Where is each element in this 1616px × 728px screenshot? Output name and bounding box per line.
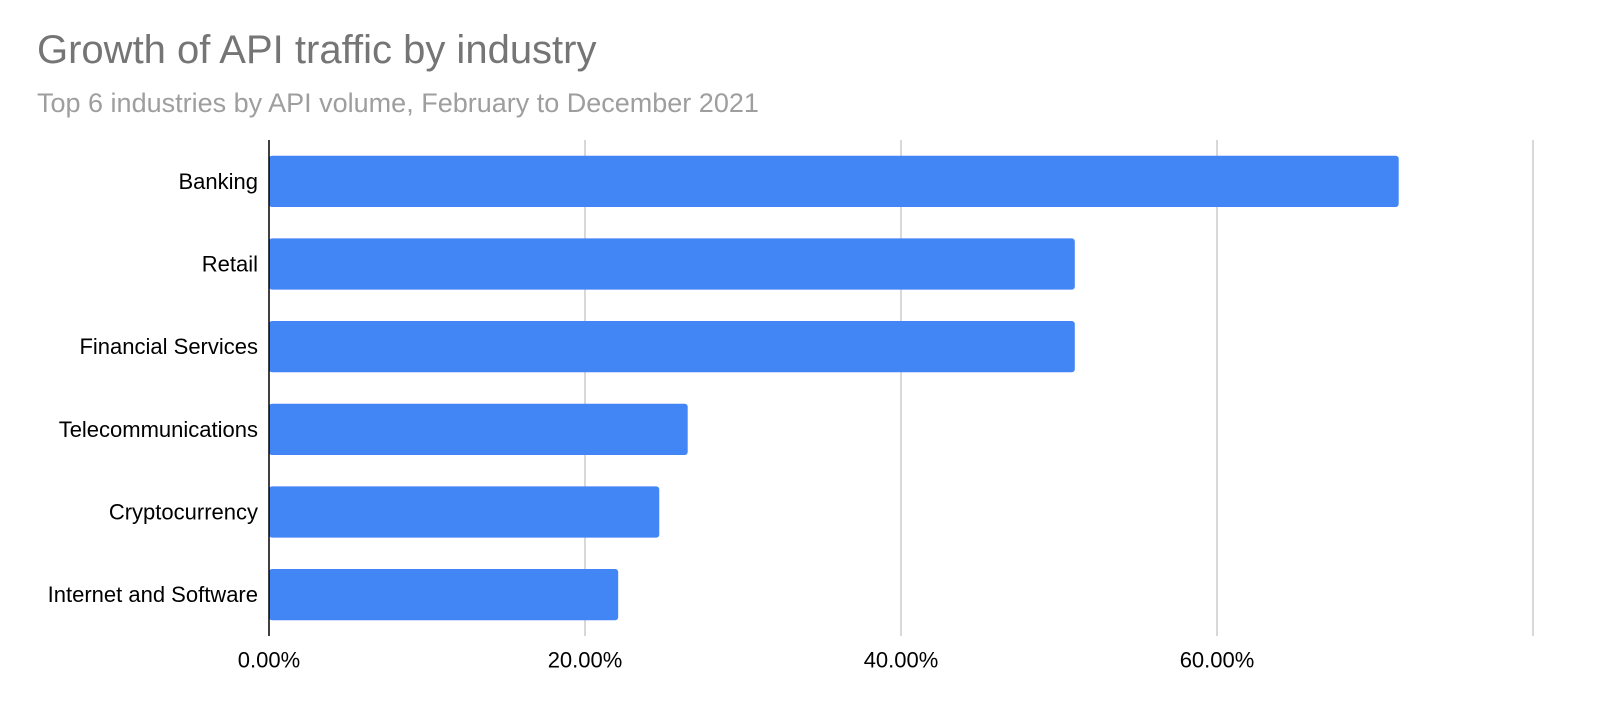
category-labels: Banking Retail Financial Services Telecommu…: [48, 169, 258, 607]
x-tick-labels: 0.00% 20.00% 40.00% 60.00%: [238, 648, 1255, 673]
gridlines: [584, 140, 1534, 636]
bars: [269, 155, 1399, 621]
category-label-4: Cryptocurrency: [109, 500, 258, 525]
category-label-3: Telecommunications: [59, 417, 258, 442]
x-tick-label-0: 0.00%: [238, 648, 300, 673]
category-label-1: Retail: [202, 252, 258, 277]
bar-1: [269, 238, 1075, 290]
category-label-2: Financial Services: [79, 334, 258, 359]
bar-0: [269, 155, 1399, 207]
bar-2: [269, 321, 1075, 373]
bar-5: [269, 569, 619, 621]
chart-title: Growth of API traffic by industry: [37, 28, 597, 72]
x-tick-label-3: 60.00%: [1180, 648, 1255, 673]
category-label-5: Internet and Software: [48, 582, 258, 607]
x-tick-label-1: 20.00%: [548, 648, 623, 673]
x-tick-label-2: 40.00%: [864, 648, 939, 673]
bar-4: [269, 486, 660, 538]
chart-subtitle: Top 6 industries by API volume, February…: [37, 88, 759, 118]
bar-3: [269, 403, 688, 455]
category-label-0: Banking: [178, 169, 258, 194]
